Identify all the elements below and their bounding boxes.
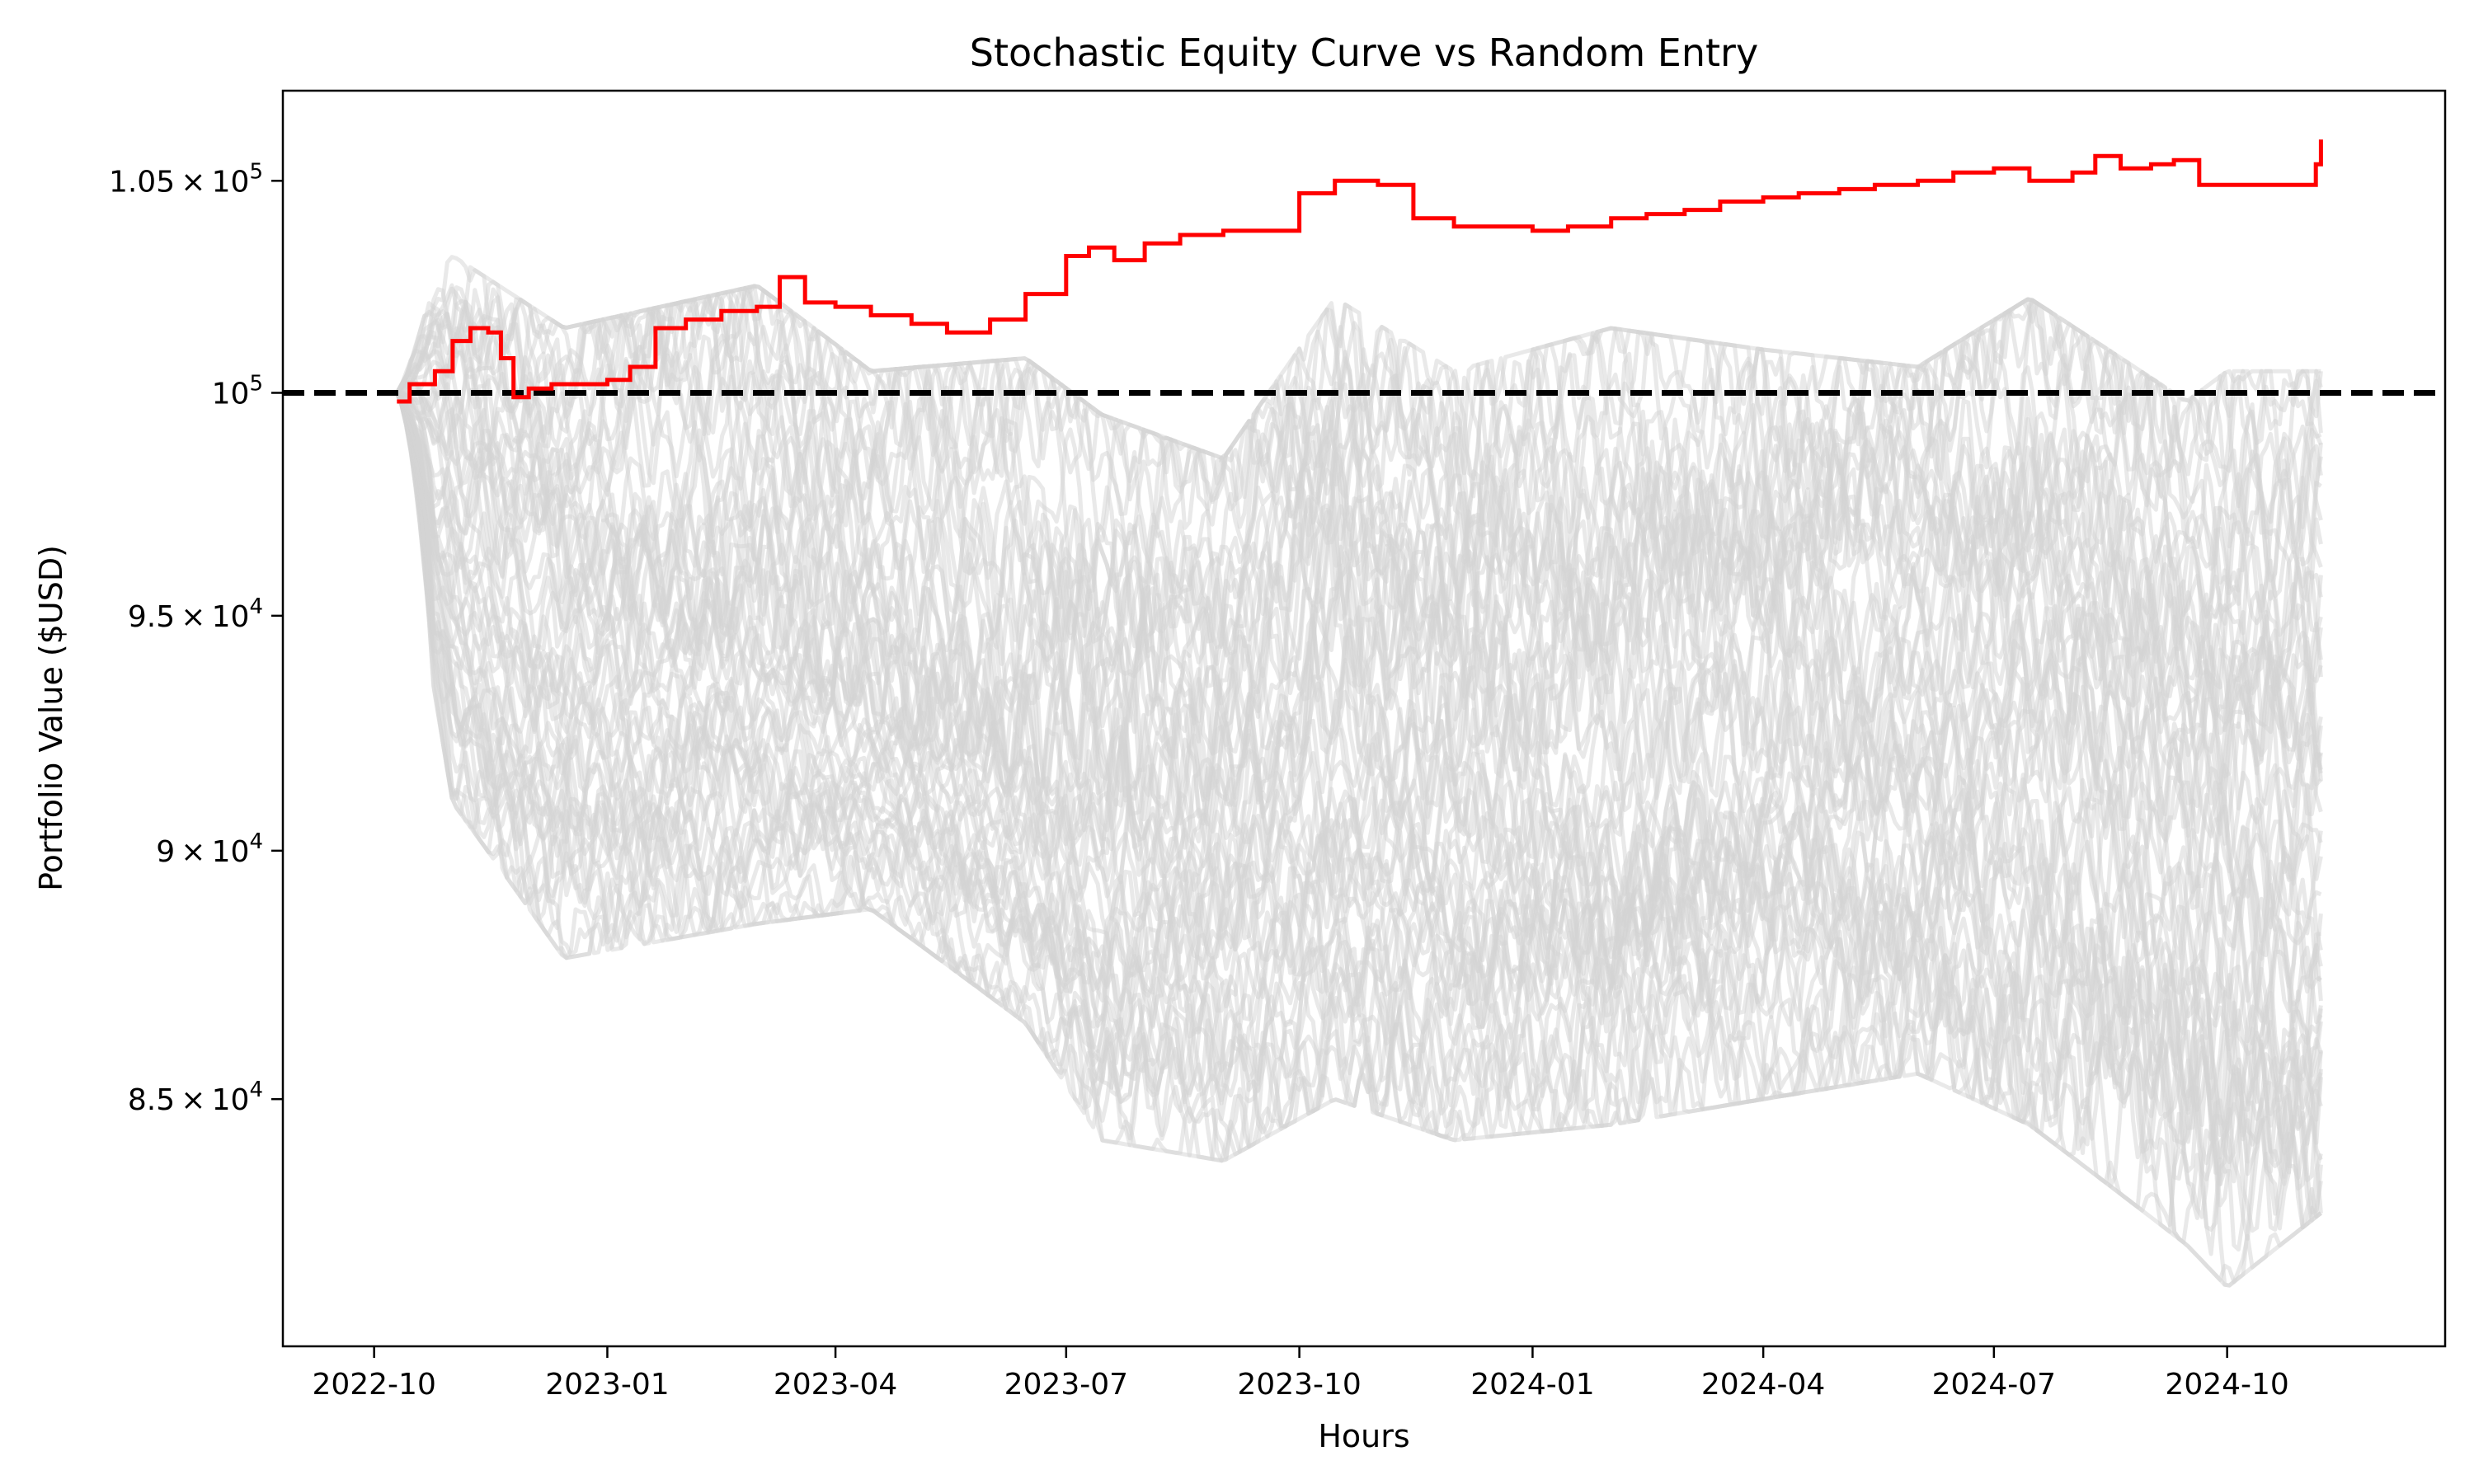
x-tick-label: 2022-10: [312, 1368, 435, 1402]
random-entry-curve: [395, 391, 2323, 1164]
strategy-equity-curve: [397, 139, 2323, 404]
x-tick-label: 2023-10: [1237, 1368, 1361, 1402]
random-entry-curve: [397, 382, 2323, 970]
x-axis-ticks: 2022-10 2023-01 2023-04 2023-07 2023-10 2024-…: [312, 1346, 2289, 1402]
strategy-curve-layer: [397, 139, 2323, 404]
y-tick-label: 9 × 104: [156, 829, 263, 869]
y-tick-label: 8.5 × 104: [128, 1078, 263, 1117]
x-tick-label: 2024-10: [2165, 1368, 2288, 1402]
random-entry-curve: [396, 389, 2323, 798]
random-entry-curve: [395, 392, 2323, 1182]
x-tick-label: 2023-01: [545, 1368, 669, 1402]
x-tick-label: 2023-07: [1004, 1368, 1128, 1402]
x-tick-label: 2024-04: [1701, 1368, 1825, 1402]
random-entry-curve: [395, 255, 2323, 604]
plot-frame: [281, 89, 2447, 1348]
y-tick-label: 1.05 × 105: [109, 159, 263, 199]
y-tick-label: 9.5 × 104: [128, 594, 263, 634]
random-entry-curve: [395, 392, 2323, 1186]
x-tick-label: 2024-07: [1932, 1368, 2056, 1402]
x-tick-label: 2024-01: [1470, 1368, 1594, 1402]
y-axis-ticks: 8.5 × 104 9 × 104 9.5 × 104 105 1.05 × 105: [109, 159, 283, 1117]
x-axis-label: Hours: [1318, 1418, 1409, 1454]
x-tick-label: 2023-04: [774, 1368, 897, 1402]
random-entry-curve: [395, 284, 2323, 696]
random-entry-curves: [394, 255, 2323, 1288]
y-tick-label: 105: [212, 371, 263, 411]
chart-title: Stochastic Equity Curve vs Random Entry: [970, 31, 1758, 75]
random-entry-curve: [395, 392, 2323, 1208]
y-axis-label: Portfolio Value ($USD): [33, 545, 69, 891]
